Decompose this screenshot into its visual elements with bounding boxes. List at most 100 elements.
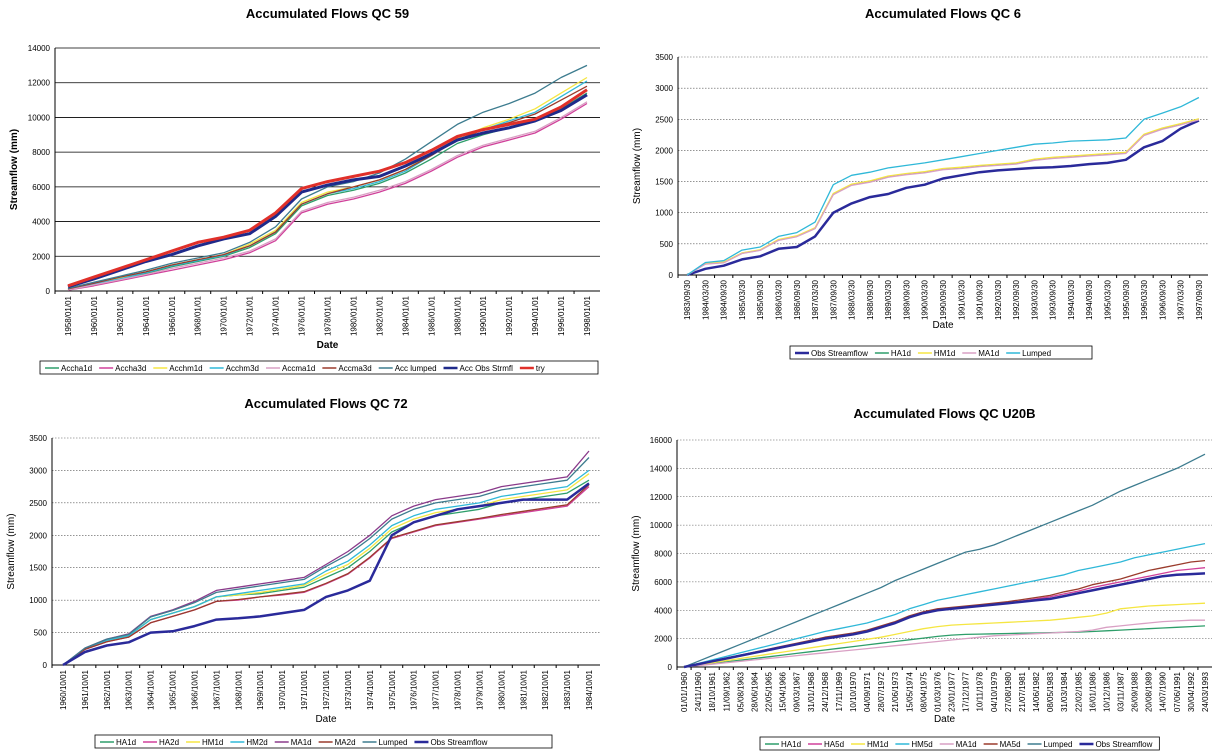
legend-label: Accma3d — [338, 364, 371, 373]
x-tick-label: 1964/10/01 — [147, 669, 156, 710]
x-tick-label: 26/09/1988 — [1131, 671, 1140, 712]
y-tick-label: 16000 — [650, 436, 673, 445]
x-tick-label: 30/04/1992 — [1187, 671, 1196, 712]
legend-label: HA1d — [116, 738, 136, 747]
series-line — [67, 101, 588, 291]
x-tick-label: 24/03/1993 — [1201, 671, 1210, 712]
x-tick-label: 1986/03/30 — [775, 279, 784, 320]
x-tick-label: 1983/10/01 — [563, 669, 572, 710]
y-tick-label: 1500 — [655, 178, 673, 187]
y-axis-label: Streamflow (mm) — [9, 129, 20, 210]
x-tick-label: 17/12/1977 — [962, 671, 971, 712]
legend-box — [39, 360, 599, 375]
legend-label: Accha3d — [115, 364, 146, 373]
y-tick-label: 4000 — [654, 606, 672, 615]
legend-label: MA1d — [956, 740, 977, 749]
legend-box — [789, 345, 1093, 360]
legend: Obs Streamflow HA1d HM1d MA1d Lumped — [795, 349, 1051, 358]
x-tick-label: 1967/10/01 — [212, 669, 221, 710]
x-tick-label: 1992/03/30 — [994, 279, 1003, 320]
x-tick-label: 1995/09/30 — [1122, 279, 1131, 320]
y-tick-label: 6000 — [32, 183, 50, 192]
x-tick-label: 1986/09/30 — [793, 279, 802, 320]
y-tick-label: 12000 — [28, 79, 51, 88]
y-tick-label: 3500 — [655, 53, 673, 62]
x-tick-label: 1972/01/01 — [246, 295, 255, 336]
x-tick-label: 17/11/1969 — [835, 671, 844, 711]
legend-label: HM5d — [911, 740, 932, 749]
series-line — [67, 76, 588, 290]
series-line — [67, 93, 588, 289]
x-tick-label: 1976/01/01 — [298, 295, 307, 336]
x-tick-label: 1986/01/01 — [427, 295, 436, 336]
series-line — [62, 482, 590, 667]
y-tick-label: 8000 — [654, 550, 672, 559]
y-tick-label: 0 — [669, 271, 674, 280]
x-tick-label: 1985/09/30 — [756, 279, 765, 320]
x-tick-label: 1981/10/01 — [519, 669, 528, 710]
x-tick-label: 1996/09/30 — [1158, 279, 1167, 320]
legend-label: HM1d — [867, 740, 888, 749]
x-tick-label: 1989/09/30 — [902, 279, 911, 320]
x-tick-label: 1994/01/01 — [531, 295, 540, 336]
y-tick-label: 0 — [46, 287, 51, 296]
series-line — [62, 450, 590, 666]
x-tick-label: 1961/10/01 — [81, 669, 90, 710]
x-tick-label: 1975/10/01 — [388, 669, 397, 710]
y-tick-label: 3000 — [29, 466, 47, 475]
series-line — [683, 625, 1206, 668]
y-tick-label: 3500 — [29, 434, 47, 443]
x-tick-label: 05/08/1963 — [736, 671, 745, 712]
y-axis-label: Streamflow (mm) — [631, 515, 642, 591]
x-tick-label: 1958/01/01 — [64, 295, 73, 336]
x-axis-label: Date — [317, 340, 339, 351]
y-tick-label: 4000 — [32, 218, 50, 227]
x-tick-label: 21/06/1973 — [891, 671, 900, 712]
x-tick-label: 28/06/1964 — [750, 671, 759, 712]
x-tick-label: 1974/10/01 — [366, 669, 375, 710]
legend-label: Accha1d — [61, 364, 92, 373]
x-tick-label: 1994/03/30 — [1067, 279, 1076, 320]
x-tick-label: 15/04/1966 — [779, 671, 788, 712]
y-tick-label: 1500 — [29, 564, 47, 573]
legend-label: MA1d — [291, 738, 312, 747]
legend-label: Lumped — [1044, 740, 1073, 749]
series-line — [683, 572, 1206, 669]
legend-label: HA1d — [781, 740, 801, 749]
x-tick-label: 1976/10/01 — [410, 669, 419, 710]
x-tick-label: 1997/09/30 — [1195, 279, 1204, 320]
x-tick-label: 1984/03/30 — [701, 279, 710, 320]
x-tick-label: 1996/01/01 — [557, 295, 566, 336]
x-tick-label: 10/10/1970 — [849, 671, 858, 712]
x-tick-label: 1988/01/01 — [453, 295, 462, 336]
y-tick-label: 2000 — [32, 252, 50, 261]
legend-label: Obs Streamflow — [811, 349, 868, 358]
series-line — [683, 619, 1205, 668]
x-tick-label: 1972/10/01 — [322, 669, 331, 710]
x-tick-label: 1994/09/30 — [1085, 279, 1094, 320]
series-line — [67, 102, 588, 291]
chart-title: Accumulated Flows QC 72 — [244, 396, 407, 411]
y-tick-label: 8000 — [32, 148, 50, 157]
legend: HA1d HA2d HM1d HM2d MA1d MA2d Lumped Obs Stream… — [100, 738, 488, 747]
x-tick-label: 1992/01/01 — [505, 295, 514, 336]
x-tick-label: 1980/10/01 — [497, 669, 506, 710]
y-tick-label: 6000 — [654, 578, 672, 587]
series-line — [67, 88, 588, 288]
x-tick-label: 1966/10/01 — [190, 669, 199, 710]
x-tick-label: 1988/09/30 — [866, 279, 875, 320]
x-tick-label: 28/07/1972 — [877, 671, 886, 712]
y-tick-label: 12000 — [650, 493, 673, 502]
x-tick-label: 31/01/1968 — [807, 671, 816, 712]
y-tick-label: 1000 — [29, 596, 47, 605]
x-tick-label: 1974/01/01 — [272, 295, 281, 336]
x-tick-label: 1989/03/30 — [884, 279, 893, 320]
legend-label: HA5d — [824, 740, 844, 749]
x-tick-label: 08/05/1983 — [1046, 671, 1055, 712]
series-line — [686, 119, 1200, 277]
x-tick-label: 1997/03/30 — [1177, 279, 1186, 320]
y-axis-label: Streamflow (mm) — [632, 128, 643, 204]
x-tick-label: 1990/01/01 — [479, 295, 488, 336]
legend-label: HA1d — [891, 349, 911, 358]
x-tick-label: 16/01/1986 — [1088, 671, 1097, 712]
